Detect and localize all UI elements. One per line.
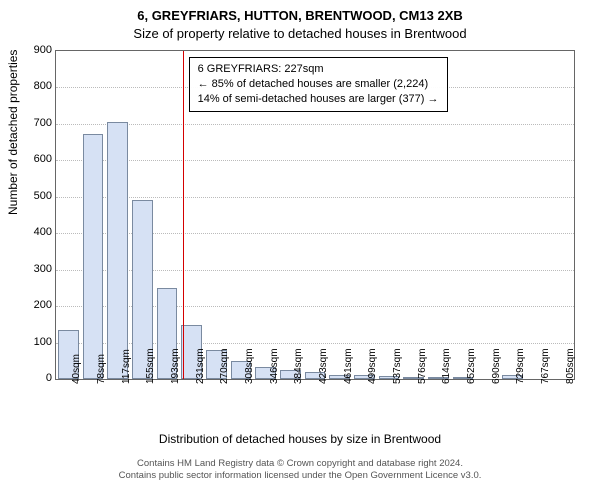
chart-container: 6, GREYFRIARS, HUTTON, BRENTWOOD, CM13 2… (0, 0, 600, 500)
x-tick: 614sqm (441, 348, 452, 384)
reference-line (183, 51, 184, 379)
title-address: 6, GREYFRIARS, HUTTON, BRENTWOOD, CM13 2… (0, 8, 600, 23)
y-tick: 800 (12, 80, 52, 92)
x-tick: 78sqm (96, 354, 107, 384)
x-tick: 537sqm (392, 348, 403, 384)
x-tick: 805sqm (565, 348, 576, 384)
y-tick: 500 (12, 190, 52, 202)
y-tick: 600 (12, 153, 52, 165)
x-tick: 193sqm (170, 348, 181, 384)
y-tick: 200 (12, 299, 52, 311)
y-tick: 0 (12, 372, 52, 384)
x-tick: 117sqm (121, 349, 132, 384)
gridline (56, 197, 574, 198)
x-axis-label: Distribution of detached houses by size … (0, 432, 600, 446)
footer-line2: Contains public sector information licen… (0, 470, 600, 482)
y-tick: 900 (12, 44, 52, 56)
annotation-line1: 6 GREYFRIARS: 227sqm (198, 62, 439, 77)
x-tick: 40sqm (71, 354, 82, 384)
x-tick: 652sqm (466, 348, 477, 384)
x-tick: 231sqm (195, 348, 206, 384)
x-tick: 423sqm (318, 348, 329, 384)
y-tick: 400 (12, 226, 52, 238)
y-tick: 300 (12, 263, 52, 275)
title-subtitle: Size of property relative to detached ho… (0, 26, 600, 41)
histogram-bar (83, 134, 104, 379)
footer-text: Contains HM Land Registry data © Crown c… (0, 458, 600, 483)
x-tick: 499sqm (367, 348, 378, 384)
y-tick: 100 (12, 336, 52, 348)
x-tick: 384sqm (293, 348, 304, 384)
histogram-bar (107, 122, 128, 379)
x-tick: 729sqm (515, 348, 526, 384)
annotation-line2: ← 85% of detached houses are smaller (2,… (198, 77, 439, 92)
x-tick: 155sqm (145, 348, 156, 384)
gridline (56, 160, 574, 161)
x-tick: 461sqm (343, 348, 354, 384)
gridline (56, 124, 574, 125)
x-tick: 576sqm (417, 348, 428, 384)
x-tick: 270sqm (219, 348, 230, 384)
annotation-line3: 14% of semi-detached houses are larger (… (198, 92, 439, 107)
x-tick: 346sqm (269, 348, 280, 384)
x-tick: 308sqm (244, 348, 255, 384)
y-tick: 700 (12, 117, 52, 129)
footer-line1: Contains HM Land Registry data © Crown c… (0, 458, 600, 470)
annotation-box: 6 GREYFRIARS: 227sqm← 85% of detached ho… (189, 57, 448, 112)
plot-area: 6 GREYFRIARS: 227sqm← 85% of detached ho… (55, 50, 575, 380)
x-tick: 690sqm (491, 348, 502, 384)
x-tick: 767sqm (540, 348, 551, 384)
